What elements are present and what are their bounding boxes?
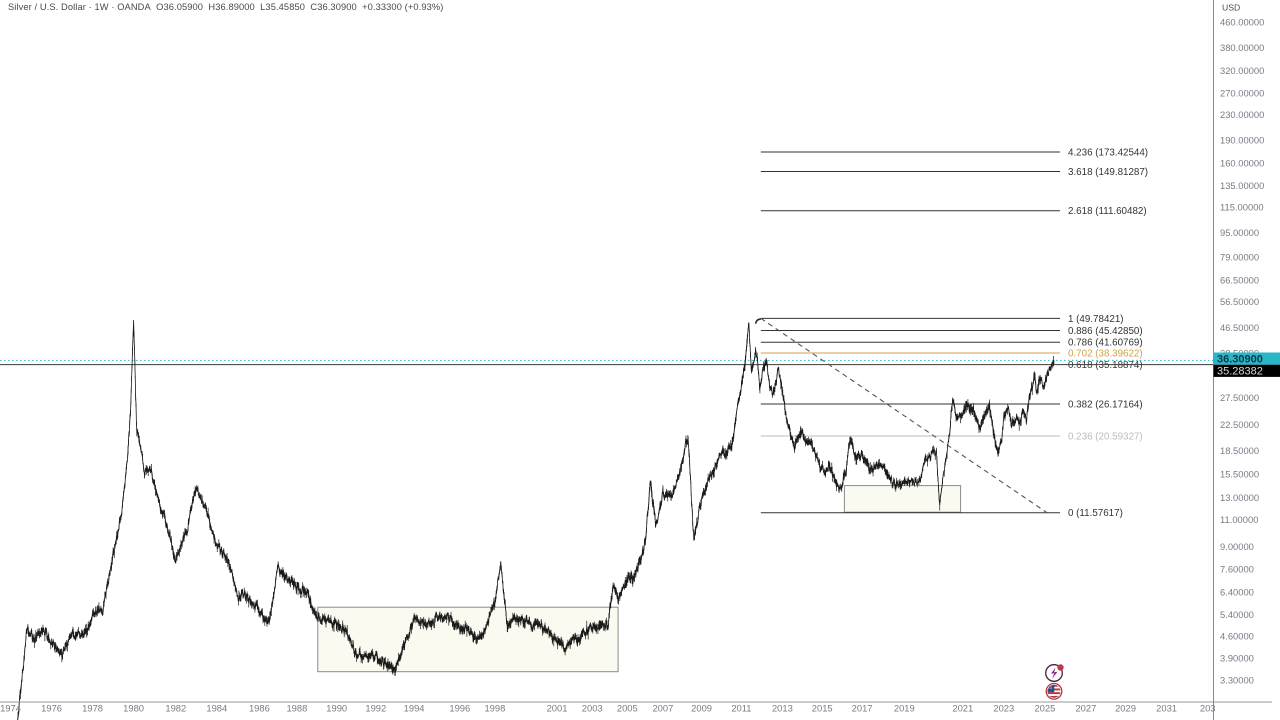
svg-text:380.00000: 380.00000 [1220, 42, 1264, 53]
svg-text:2031: 2031 [1156, 703, 1177, 714]
svg-text:160.00000: 160.00000 [1220, 157, 1264, 168]
svg-text:2003: 2003 [582, 703, 603, 714]
svg-text:190.00000: 190.00000 [1220, 135, 1264, 146]
svg-text:1984: 1984 [206, 703, 227, 714]
svg-text:66.50000: 66.50000 [1220, 274, 1259, 285]
svg-text:1998: 1998 [484, 703, 505, 714]
svg-text:1 (49.78421): 1 (49.78421) [1068, 314, 1124, 325]
svg-text:2.618 (111.60482): 2.618 (111.60482) [1068, 206, 1147, 217]
svg-text:230.00000: 230.00000 [1220, 109, 1264, 120]
svg-text:95.00000: 95.00000 [1220, 227, 1259, 238]
svg-text:0.702 (38.39622): 0.702 (38.39622) [1068, 348, 1143, 359]
svg-text:0 (11.57617): 0 (11.57617) [1068, 508, 1123, 519]
svg-text:1990: 1990 [326, 703, 347, 714]
svg-text:2029: 2029 [1115, 703, 1136, 714]
svg-text:0.786 (41.60769): 0.786 (41.60769) [1068, 338, 1143, 349]
svg-text:460.00000: 460.00000 [1220, 17, 1264, 28]
svg-text:1974: 1974 [0, 703, 21, 714]
svg-text:1994: 1994 [404, 703, 425, 714]
svg-text:4.236 (173.42544): 4.236 (173.42544) [1068, 148, 1148, 159]
svg-text:1992: 1992 [365, 703, 386, 714]
svg-text:3.618 (149.81287): 3.618 (149.81287) [1068, 167, 1148, 178]
svg-text:36.30900: 36.30900 [1217, 353, 1263, 365]
svg-text:2021: 2021 [952, 703, 973, 714]
svg-text:2007: 2007 [652, 703, 673, 714]
svg-text:2027: 2027 [1075, 703, 1096, 714]
svg-text:2023: 2023 [993, 703, 1014, 714]
svg-text:2025: 2025 [1034, 703, 1055, 714]
svg-text:1982: 1982 [165, 703, 186, 714]
svg-text:0.382 (26.17164): 0.382 (26.17164) [1068, 400, 1143, 411]
svg-text:1976: 1976 [41, 703, 62, 714]
svg-text:0.886 (45.42850): 0.886 (45.42850) [1068, 326, 1143, 337]
svg-text:1986: 1986 [249, 703, 270, 714]
svg-text:2019: 2019 [894, 703, 915, 714]
svg-text:1996: 1996 [449, 703, 470, 714]
svg-text:13.00000: 13.00000 [1220, 492, 1259, 503]
svg-text:2005: 2005 [617, 703, 638, 714]
svg-text:1988: 1988 [286, 703, 307, 714]
svg-text:320.00000: 320.00000 [1220, 65, 1264, 76]
svg-text:3.30000: 3.30000 [1220, 675, 1254, 686]
svg-text:3.90000: 3.90000 [1220, 652, 1254, 663]
svg-text:270.00000: 270.00000 [1220, 88, 1264, 99]
svg-text:27.50000: 27.50000 [1220, 392, 1259, 403]
svg-text:5.40000: 5.40000 [1220, 609, 1254, 620]
svg-text:1978: 1978 [82, 703, 103, 714]
svg-text:7.60000: 7.60000 [1220, 564, 1254, 575]
svg-text:18.50000: 18.50000 [1220, 445, 1259, 456]
svg-text:0.618 (35.18874): 0.618 (35.18874) [1068, 360, 1143, 371]
svg-text:1980: 1980 [123, 703, 144, 714]
svg-text:2013: 2013 [772, 703, 793, 714]
svg-text:9.00000: 9.00000 [1220, 541, 1254, 552]
svg-text:35.28382: 35.28382 [1217, 366, 1263, 378]
svg-text:2001: 2001 [547, 703, 568, 714]
svg-text:2011: 2011 [731, 703, 751, 714]
svg-text:2017: 2017 [852, 703, 873, 714]
svg-text:56.50000: 56.50000 [1220, 296, 1259, 307]
svg-text:6.40000: 6.40000 [1220, 586, 1254, 597]
svg-text:135.00000: 135.00000 [1220, 180, 1264, 191]
svg-text:203: 203 [1200, 703, 1216, 714]
svg-text:22.50000: 22.50000 [1220, 419, 1259, 430]
svg-text:46.50000: 46.50000 [1220, 322, 1259, 333]
svg-text:4.60000: 4.60000 [1220, 630, 1254, 641]
svg-text:115.00000: 115.00000 [1220, 202, 1264, 213]
svg-text:15.50000: 15.50000 [1220, 469, 1259, 480]
svg-text:USD: USD [1222, 3, 1240, 13]
svg-text:0.236 (20.59327): 0.236 (20.59327) [1068, 432, 1143, 443]
svg-text:2009: 2009 [691, 703, 712, 714]
svg-text:79.00000: 79.00000 [1220, 252, 1259, 263]
svg-text:11.00000: 11.00000 [1220, 514, 1258, 525]
svg-text:2015: 2015 [812, 703, 833, 714]
